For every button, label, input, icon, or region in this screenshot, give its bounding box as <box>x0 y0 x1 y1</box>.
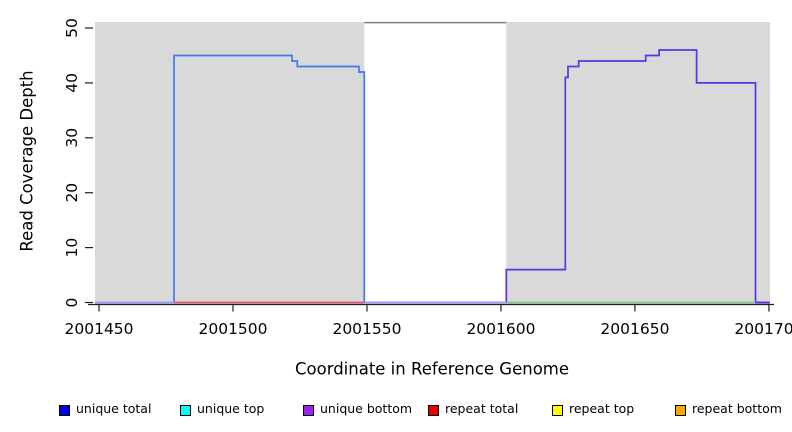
x-tick-label: 2001650 <box>600 320 669 338</box>
series-line-unique-total <box>95 54 507 304</box>
x-tick-label: 2001500 <box>198 320 267 338</box>
series-line-unique-bottom <box>364 49 770 304</box>
x-tick-label: 2001600 <box>466 320 535 338</box>
x-tick-label: 2001550 <box>332 320 401 338</box>
y-tick-label: 0 <box>63 298 81 308</box>
covered-region-right <box>506 22 770 305</box>
y-tick-label: 10 <box>63 238 81 258</box>
y-tick-label: 50 <box>63 18 81 38</box>
y-tick-label: 40 <box>63 73 81 93</box>
x-tick-label: 2001450 <box>65 320 134 338</box>
y-tick-label: 30 <box>63 128 81 148</box>
x-axis-title: Coordinate in Reference Genome <box>294 359 570 379</box>
covered-region-left <box>95 22 365 305</box>
y-tick-label: 20 <box>63 183 81 203</box>
y-axis-title: Read Coverage Depth <box>17 70 37 252</box>
